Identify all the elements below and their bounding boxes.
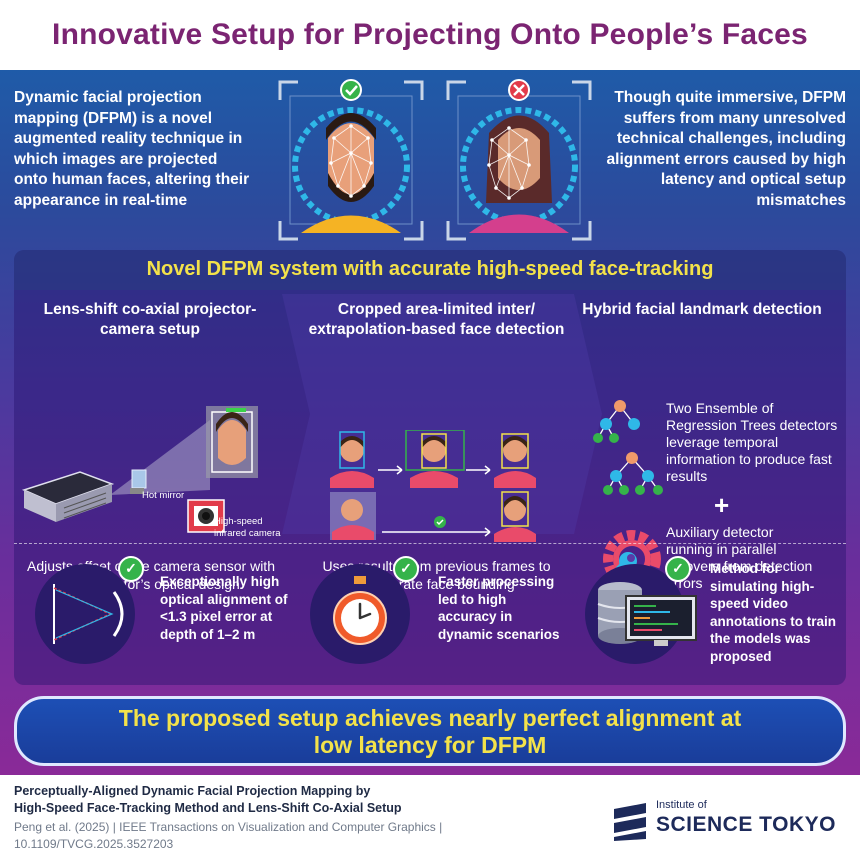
face-tracking-correct-illustration — [278, 79, 424, 241]
face-avatar-icon — [330, 431, 374, 488]
ach1-circle — [35, 564, 135, 664]
page-title: Innovative Setup for Projecting Onto Peo… — [52, 18, 808, 51]
system-section: Novel DFPM system with accurate high-spe… — [14, 250, 846, 685]
citation-line-1: Peng et al. (2025) | IEEE Transactions o… — [14, 820, 443, 834]
stopwatch-icon — [333, 576, 387, 645]
citation: Peng et al. (2025) | IEEE Transactions o… — [14, 819, 554, 853]
logo-mark-icon — [614, 803, 646, 841]
infrared-camera-label: High-speed infrared camera — [214, 516, 281, 539]
ach1-text: Exceptionally high optical alignment of … — [160, 574, 288, 642]
conclusion-line-1: The proposed setup achieves nearly perfe… — [118, 705, 742, 731]
col2-heading: Cropped area-limited inter/ extrapolatio… — [308, 301, 565, 338]
section-title: Novel DFPM system with accurate high-spe… — [146, 258, 714, 280]
face-tracking-error-illustration — [446, 79, 592, 241]
col1-heading: Lens-shift co-axial projector-camera set… — [43, 301, 257, 338]
ach2-check-icon: ✓ — [393, 556, 419, 582]
projector-icon — [21, 471, 115, 522]
ach3-check-icon: ✓ — [665, 556, 691, 582]
projector-camera-illustration — [21, 406, 258, 533]
citation-line-2: 10.1109/TVCG.2025.3527203 — [14, 837, 174, 851]
optics-diagram-icon — [53, 584, 124, 644]
regression-tree-icon — [593, 400, 663, 495]
conclusion-banner: The proposed setup achieves nearly perfe… — [14, 696, 846, 766]
infrared-camera-icon — [187, 499, 225, 533]
science-tokyo-logo: Institute of SCIENCE TOKYO — [612, 797, 842, 847]
ach3-text: Method for simulating high-speed video a… — [710, 561, 836, 664]
hot-mirror-icon — [130, 469, 147, 494]
logo-subtitle: Institute of — [656, 799, 707, 811]
paper-title-line-1: Perceptually-Aligned Dynamic Facial Proj… — [14, 784, 371, 798]
infographic-body: Dynamic facial projection mapping (DFPM)… — [0, 70, 860, 775]
intro-left-text: Dynamic facial projection mapping (DFPM)… — [14, 89, 250, 209]
ach2-text: Faster processing led to high accuracy i… — [438, 574, 560, 642]
ach1-check-icon: ✓ — [118, 556, 144, 582]
intro-right-text: Though quite immersive, DFPM suffers fro… — [606, 89, 846, 209]
check-icon — [345, 85, 358, 96]
col3-text-auxiliary: Auxiliary detector running in parallel r… — [666, 524, 813, 591]
error-x-icon — [513, 84, 525, 96]
plus-sign: + — [714, 490, 730, 520]
col3-text-ert: Two Ensemble of Regression Trees detecto… — [666, 400, 838, 484]
conclusion-line-2: low latency for DFPM — [313, 732, 547, 758]
face-detection-illustration — [330, 430, 536, 542]
footer: Perceptually-Aligned Dynamic Facial Proj… — [0, 775, 860, 860]
col3-heading: Hybrid facial landmark detection — [582, 301, 822, 318]
logo-title: SCIENCE TOKYO — [656, 813, 836, 836]
title-bar: Innovative Setup for Projecting Onto Peo… — [0, 0, 860, 70]
section-divider — [14, 543, 846, 544]
hot-mirror-label: Hot mirror — [142, 490, 185, 501]
section-title-band — [14, 250, 846, 290]
paper-title-line-2: High-Speed Face-Tracking Method and Lens… — [14, 801, 402, 815]
database-monitor-icon — [597, 582, 697, 646]
paper-title: Perceptually-Aligned Dynamic Facial Proj… — [14, 783, 402, 817]
